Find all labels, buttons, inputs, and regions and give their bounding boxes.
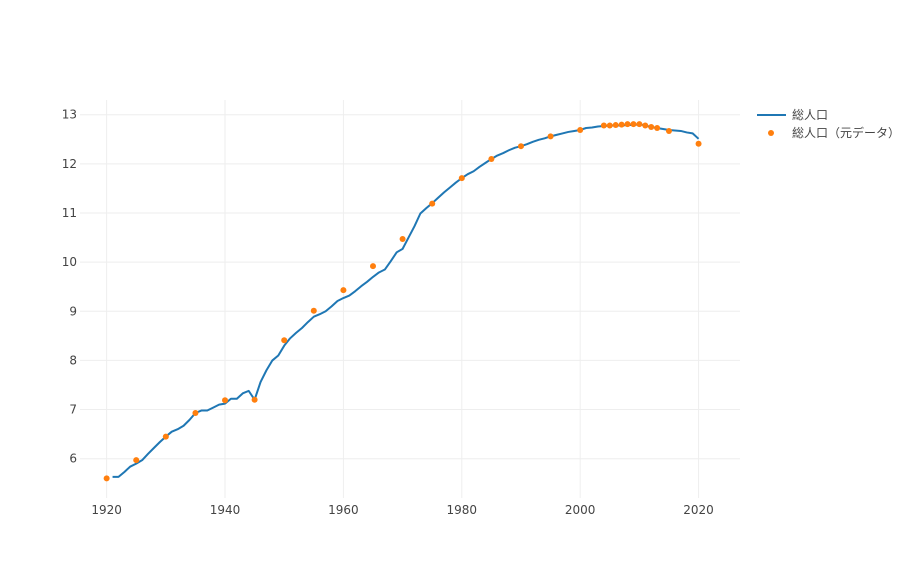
legend-label-markers: 総人口（元データ） xyxy=(792,125,900,140)
data-point[interactable] xyxy=(618,121,625,128)
data-point[interactable] xyxy=(488,155,495,162)
data-point[interactable] xyxy=(399,236,406,243)
legend-marker-swatch xyxy=(768,130,774,136)
y-tick-label: 12 xyxy=(62,157,77,171)
data-point[interactable] xyxy=(281,337,288,344)
x-axis-ticks: 1920 1940 1960 1980 2000 2020 xyxy=(91,503,713,517)
data-point[interactable] xyxy=(370,263,376,270)
legend-item-markers[interactable]: 総人口（元データ） xyxy=(768,125,900,140)
series-line-total-population xyxy=(112,123,700,478)
data-point[interactable] xyxy=(577,126,584,133)
plot-area[interactable] xyxy=(103,121,702,482)
legend-label-line: 総人口 xyxy=(792,108,828,122)
data-point[interactable] xyxy=(600,122,607,129)
data-point[interactable] xyxy=(665,127,672,134)
data-point[interactable] xyxy=(103,475,110,482)
x-tick-label: 1920 xyxy=(91,503,122,517)
data-point[interactable] xyxy=(654,125,661,132)
data-point[interactable] xyxy=(133,457,140,464)
data-point[interactable] xyxy=(648,124,655,131)
y-tick-label: 10 xyxy=(62,255,77,269)
data-point[interactable] xyxy=(517,143,524,150)
data-point[interactable] xyxy=(251,396,258,403)
data-point[interactable] xyxy=(192,410,199,416)
data-point[interactable] xyxy=(458,175,465,182)
data-point[interactable] xyxy=(630,121,637,128)
x-tick-label: 2000 xyxy=(565,503,596,517)
data-point[interactable] xyxy=(642,122,649,129)
data-point[interactable] xyxy=(606,122,613,129)
data-point[interactable] xyxy=(695,140,702,147)
x-tick-label: 1940 xyxy=(210,503,241,517)
y-tick-label: 13 xyxy=(62,108,77,122)
data-point[interactable] xyxy=(612,122,619,129)
legend-item-line[interactable]: 総人口 xyxy=(757,108,828,122)
data-point[interactable] xyxy=(340,287,347,294)
x-tick-label: 1980 xyxy=(447,503,478,517)
y-tick-label: 8 xyxy=(69,353,77,367)
data-point[interactable] xyxy=(310,307,317,314)
y-tick-label: 11 xyxy=(62,206,77,220)
data-point[interactable] xyxy=(429,200,436,207)
data-point[interactable] xyxy=(636,121,643,128)
legend: 総人口 総人口（元データ） xyxy=(757,108,900,140)
y-tick-label: 7 xyxy=(69,403,77,417)
y-tick-label: 6 xyxy=(69,452,77,466)
x-tick-label: 2020 xyxy=(683,503,714,517)
data-point[interactable] xyxy=(624,121,631,128)
x-tick-label: 1960 xyxy=(328,503,359,517)
grid xyxy=(80,100,740,498)
y-axis-ticks: 6 7 8 9 10 11 12 13 xyxy=(62,108,77,466)
data-point[interactable] xyxy=(547,133,554,140)
data-point[interactable] xyxy=(162,433,169,440)
data-point[interactable] xyxy=(222,397,229,404)
y-tick-label: 9 xyxy=(69,304,77,318)
